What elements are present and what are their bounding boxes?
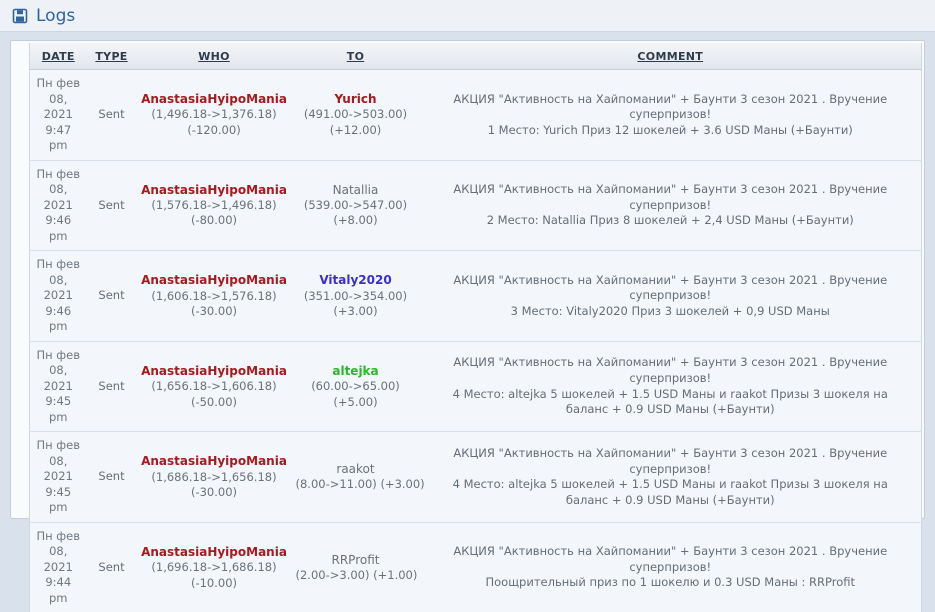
who-amounts: (1,606.18->1,576.18) (-30.00) xyxy=(151,288,277,319)
to-amounts: (60.00->65.00) (+5.00) xyxy=(311,379,400,409)
log-comment-text: АКЦИЯ "Активность на Хайпомании" + Баунт… xyxy=(452,446,888,507)
log-type: Sent xyxy=(86,340,137,432)
who-amounts: (1,696.18->1,686.18) (-10.00) xyxy=(151,560,277,590)
logs-panel: DATE TYPE WHO TO COMMENT Пн фев 08, 2021… xyxy=(10,40,925,612)
to-username-link[interactable]: altejka xyxy=(332,363,379,378)
log-date: Пн фев 08, 2021 9:45 pm xyxy=(29,431,87,523)
log-comment-text: АКЦИЯ "Активность на Хайпомании" + Баунт… xyxy=(453,272,888,318)
log-date: Пн фев 08, 2021 9:46 pm xyxy=(29,250,87,342)
log-date: Пн фев 08, 2021 9:44 pm xyxy=(29,521,87,612)
column-header-comment-label[interactable]: COMMENT xyxy=(637,49,704,63)
log-who: AnastasiaHyipoMania (1,656.18->1,606.18)… xyxy=(136,340,292,432)
log-to: Natallia (539.00->547.00) (+8.00) xyxy=(291,159,420,251)
to-username-link[interactable]: Vitaly2020 xyxy=(319,273,392,288)
log-to: raakot (8.00->11.00) (+3.00) xyxy=(291,431,425,523)
who-username-link[interactable]: AnastasiaHyipoMania xyxy=(141,454,287,469)
to-username-link[interactable]: Natallia xyxy=(332,182,379,197)
table-row: Пн фев 08, 2021 9:47 pm Sent AnastasiaHy… xyxy=(29,69,922,161)
table-row: Пн фев 08, 2021 9:44 pm Sent AnastasiaHy… xyxy=(29,521,922,612)
log-date: Пн фев 08, 2021 9:46 pm xyxy=(29,159,87,251)
log-comment: АКЦИЯ "Активность на Хайпомании" + Баунт… xyxy=(419,340,922,432)
column-header-type-label[interactable]: TYPE xyxy=(95,49,128,63)
log-comment: АКЦИЯ "Активность на Хайпомании" + Баунт… xyxy=(419,431,922,523)
log-type: Sent xyxy=(86,69,137,161)
log-comment-text: АКЦИЯ "Активность на Хайпомании" + Баунт… xyxy=(453,91,888,137)
log-who: AnastasiaHyipoMania (1,686.18->1,656.18)… xyxy=(136,431,292,523)
to-amounts: (491.00->503.00) (+12.00) xyxy=(303,107,408,137)
log-who: AnastasiaHyipoMania (1,496.18->1,376.18)… xyxy=(136,69,292,161)
to-amounts: (2.00->3.00) (+1.00) xyxy=(295,568,418,583)
log-date: Пн фев 08, 2021 9:47 pm xyxy=(29,69,87,161)
to-amounts: (351.00->354.00) (+3.00) xyxy=(303,288,408,319)
log-who: AnastasiaHyipoMania (1,696.18->1,686.18)… xyxy=(136,521,292,612)
page-title: Logs xyxy=(36,5,76,26)
logs-icon xyxy=(12,8,28,24)
column-header-date-label[interactable]: DATE xyxy=(41,49,75,63)
log-comment: АКЦИЯ "Активность на Хайпомании" + Баунт… xyxy=(419,521,922,612)
log-type: Sent xyxy=(86,431,137,523)
who-username-link[interactable]: AnastasiaHyipoMania xyxy=(141,182,287,197)
log-comment-text: АКЦИЯ "Активность на Хайпомании" + Баунт… xyxy=(453,182,888,228)
log-comment: АКЦИЯ "Активность на Хайпомании" + Баунт… xyxy=(419,69,922,161)
who-amounts: (1,656.18->1,606.18) (-50.00) xyxy=(151,379,277,409)
log-type: Sent xyxy=(86,521,137,612)
table-row: Пн фев 08, 2021 9:46 pm Sent AnastasiaHy… xyxy=(29,250,922,342)
log-to: altejka (60.00->65.00) (+5.00) xyxy=(291,340,420,432)
column-header-to[interactable]: TO xyxy=(291,43,420,70)
log-who: AnastasiaHyipoMania (1,606.18->1,576.18)… xyxy=(136,250,292,342)
log-comment: АКЦИЯ "Активность на Хайпомании" + Баунт… xyxy=(419,250,922,342)
log-to: Yurich (491.00->503.00) (+12.00) xyxy=(291,69,420,161)
table-row: Пн фев 08, 2021 9:46 pm Sent AnastasiaHy… xyxy=(29,159,922,251)
log-comment-text: АКЦИЯ "Активность на Хайпомании" + Баунт… xyxy=(452,355,888,417)
to-amounts: (539.00->547.00) (+8.00) xyxy=(303,197,408,228)
log-type: Sent xyxy=(86,250,137,342)
who-username-link[interactable]: AnastasiaHyipoMania xyxy=(141,92,287,107)
log-type: Sent xyxy=(86,159,137,251)
to-amounts: (8.00->11.00) (+3.00) xyxy=(295,477,425,492)
page-header: Logs xyxy=(0,0,935,32)
table-row: Пн фев 08, 2021 9:45 pm Sent AnastasiaHy… xyxy=(29,431,922,523)
to-username-link[interactable]: Yurich xyxy=(334,92,377,107)
who-username-link[interactable]: AnastasiaHyipoMania xyxy=(141,545,287,560)
log-to: Vitaly2020 (351.00->354.00) (+3.00) xyxy=(291,250,420,342)
log-date: Пн фев 08, 2021 9:45 pm xyxy=(29,340,87,432)
who-username-link[interactable]: AnastasiaHyipoMania xyxy=(141,273,287,288)
who-amounts: (1,576.18->1,496.18) (-80.00) xyxy=(151,197,277,228)
table-row: Пн фев 08, 2021 9:45 pm Sent AnastasiaHy… xyxy=(29,340,922,432)
log-to: RRProfit (2.00->3.00) (+1.00) xyxy=(291,521,420,612)
column-header-who[interactable]: WHO xyxy=(136,43,292,70)
to-username-link[interactable]: RRProfit xyxy=(331,552,380,567)
table-header-row: DATE TYPE WHO TO COMMENT xyxy=(29,43,922,70)
who-username-link[interactable]: AnastasiaHyipoMania xyxy=(141,363,287,378)
column-header-to-label[interactable]: TO xyxy=(346,49,365,63)
to-username-link[interactable]: raakot xyxy=(336,462,375,477)
log-comment-text: АКЦИЯ "Активность на Хайпомании" + Баунт… xyxy=(453,544,888,590)
who-amounts: (1,686.18->1,656.18) (-30.00) xyxy=(151,469,277,500)
log-who: AnastasiaHyipoMania (1,576.18->1,496.18)… xyxy=(136,159,292,251)
column-header-type[interactable]: TYPE xyxy=(86,43,137,70)
column-header-date[interactable]: DATE xyxy=(29,43,87,70)
column-header-who-label[interactable]: WHO xyxy=(198,49,230,63)
who-amounts: (1,496.18->1,376.18) (-120.00) xyxy=(151,107,277,137)
column-header-comment[interactable]: COMMENT xyxy=(419,43,922,70)
log-comment: АКЦИЯ "Активность на Хайпомании" + Баунт… xyxy=(419,159,922,251)
logs-table: DATE TYPE WHO TO COMMENT Пн фев 08, 2021… xyxy=(29,43,922,612)
